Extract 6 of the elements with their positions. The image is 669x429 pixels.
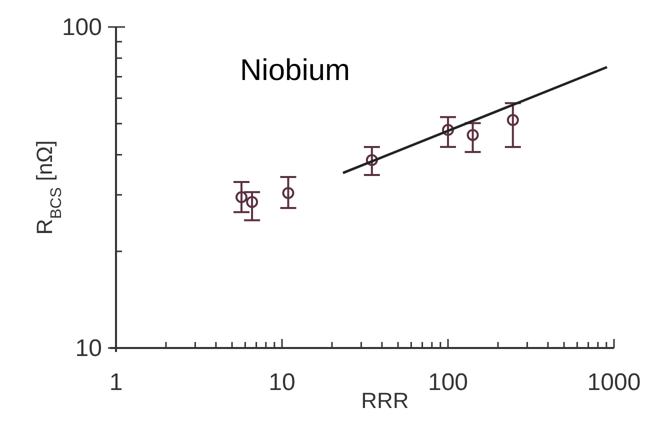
- x-tick-label: 10: [268, 369, 296, 396]
- x-axis-title: RRR: [361, 388, 409, 413]
- x-tick-label: 1: [109, 369, 123, 396]
- x-tick-label: 1000: [587, 369, 641, 396]
- text: Niobium: [240, 54, 350, 87]
- x-tick-label: 100: [428, 369, 468, 396]
